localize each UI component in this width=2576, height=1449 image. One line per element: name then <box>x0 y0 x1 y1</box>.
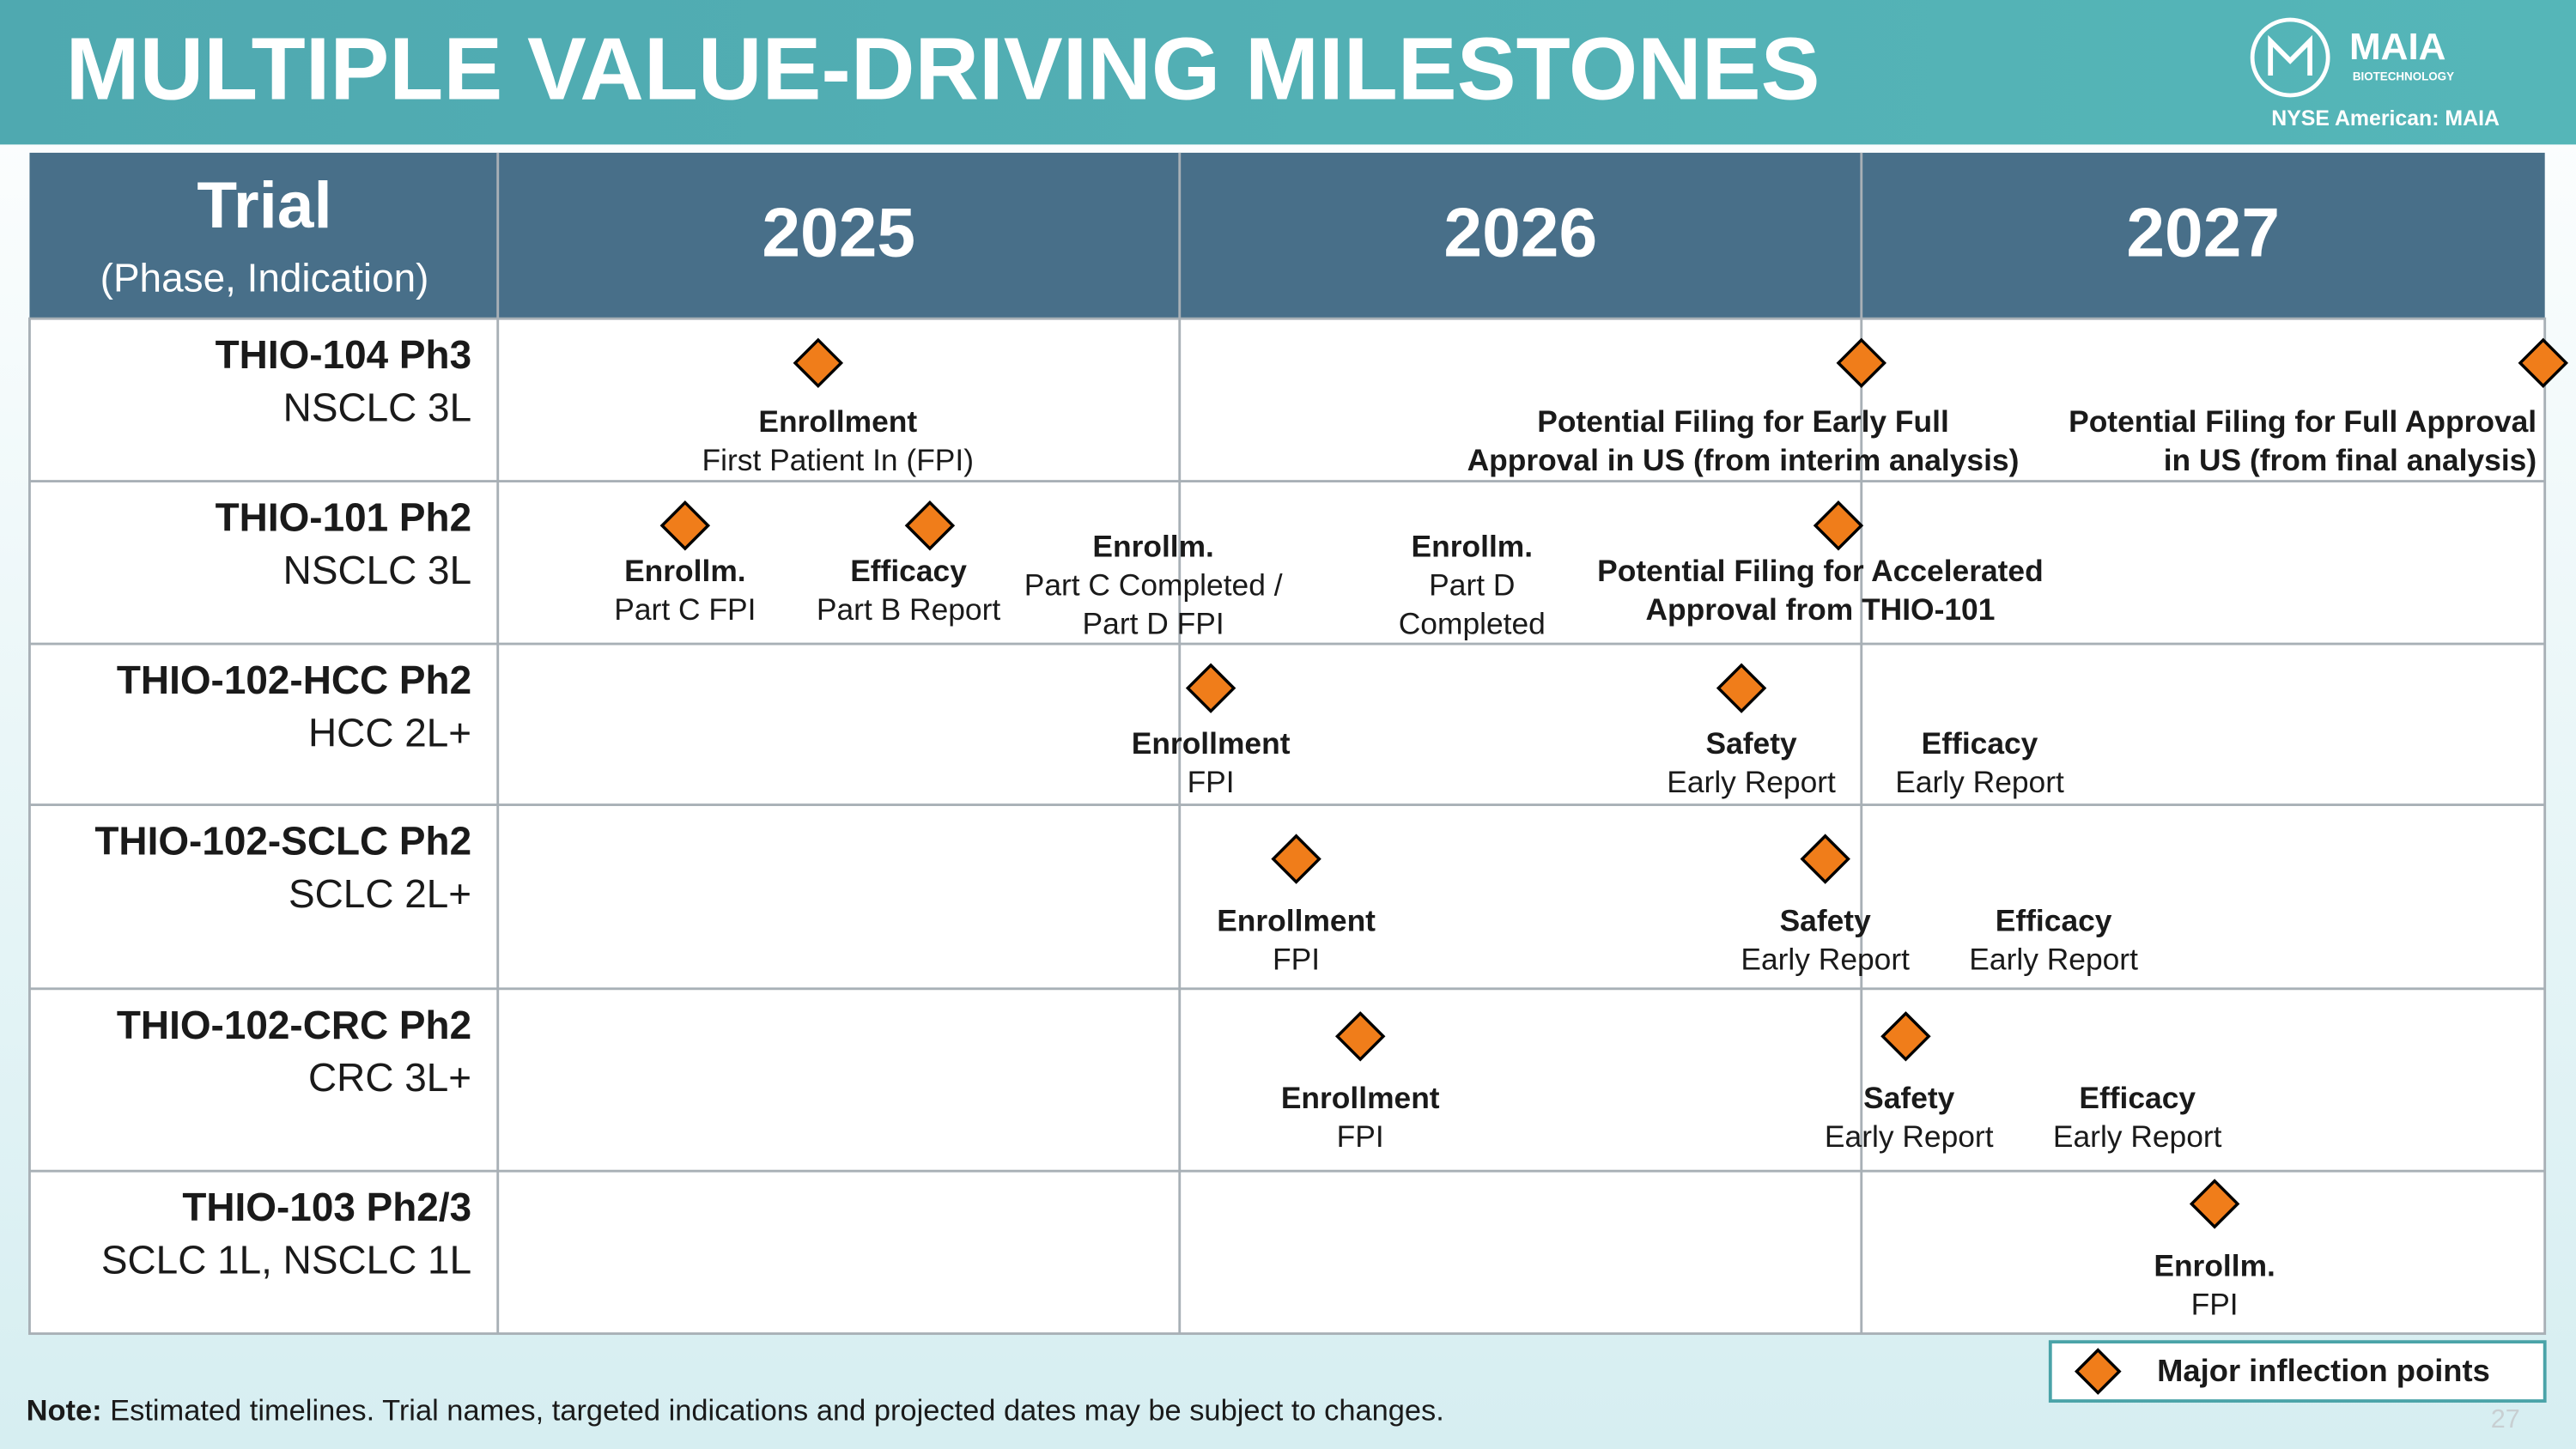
trial-indication: NSCLC 3L <box>283 385 471 429</box>
milestone-title: Efficacy <box>1996 905 2112 938</box>
trial-name: THIO-104 Ph3 <box>216 332 471 377</box>
trial-subheader: (Phase, Indication) <box>100 255 429 300</box>
year-header: 2025 <box>762 195 915 272</box>
milestone-detail: Part C Completed / <box>1024 568 1283 602</box>
milestone-detail: Early Report <box>1741 943 1910 977</box>
milestone-diamond <box>793 337 844 389</box>
milestone-detail: Early Report <box>1825 1120 1994 1154</box>
milestone-diamond <box>2518 337 2569 389</box>
milestone-detail: Early Report <box>1895 766 2064 799</box>
milestone-detail: FPI <box>1273 943 1320 977</box>
milestone-detail: FPI <box>1188 766 1235 799</box>
milestone-title: Approval in US (from interim analysis) <box>1467 444 2020 477</box>
milestone-title: Potential Filing for Early Full <box>1537 405 1949 439</box>
year-header: 2026 <box>1443 195 1597 272</box>
page-number: 27 <box>2491 1404 2520 1434</box>
milestone-title: Enrollment <box>758 405 917 439</box>
logo-sub: BIOTECHNOLOGY <box>2353 70 2454 82</box>
milestone-detail: FPI <box>2191 1288 2239 1321</box>
milestone-detail: Completed <box>1399 607 1546 640</box>
milestone-title: Enrollment <box>1281 1082 1440 1115</box>
milestone-diamond <box>1880 1011 1931 1062</box>
milestone-title: Safety <box>1780 905 1872 938</box>
milestone-title: Enrollment <box>1217 905 1376 938</box>
trial-name: THIO-102-CRC Ph2 <box>117 1003 471 1047</box>
table-header <box>29 152 2545 319</box>
milestone-detail: Early Report <box>1667 766 1836 799</box>
milestone-title: Efficacy <box>2079 1082 2196 1115</box>
table-body <box>28 317 2547 1336</box>
trial-indication: SCLC 2L+ <box>289 871 471 916</box>
milestone-diamond <box>659 500 711 551</box>
trial-name: THIO-102-SCLC Ph2 <box>94 819 471 864</box>
milestone-title: Enrollment <box>1132 727 1291 761</box>
milestone-title: Enrollm. <box>1092 530 1214 563</box>
milestone-diamond <box>1185 663 1236 713</box>
milestone-diamond <box>1836 337 1886 389</box>
note: Note: Estimated timelines. Trial names, … <box>27 1395 1444 1428</box>
milestone-detail: First Patient In (FPI) <box>702 444 974 477</box>
note-label: Note: <box>27 1395 102 1428</box>
milestone-diamond <box>2189 1179 2240 1229</box>
milestone-title: Efficacy <box>1922 727 2038 761</box>
milestone-title: Potential Filing for Accelerated <box>1597 555 2044 588</box>
trial-indication: CRC 3L+ <box>308 1055 471 1100</box>
rows: 2025 2026 2027 THIO-104 Ph3 NSCLC 3L Enrollme… <box>94 195 2569 1321</box>
milestone-title: Enrollm. <box>2154 1249 2275 1282</box>
legend-label: Major inflection points <box>2157 1353 2490 1388</box>
trial-indication: HCC 2L+ <box>308 710 471 755</box>
milestone-title: Enrollm. <box>1412 530 1534 563</box>
header-band <box>0 0 2576 145</box>
milestone-diamond <box>1813 500 1864 551</box>
milestone-detail: Early Report <box>2053 1120 2222 1154</box>
milestone-detail: Part B Report <box>817 593 1000 627</box>
trial-indication: NSCLC 3L <box>283 548 471 592</box>
milestone-diamond <box>1800 834 1850 884</box>
grid <box>29 152 2545 1334</box>
milestone-detail: FPI <box>1337 1120 1384 1154</box>
trial-name: THIO-102-HCC Ph2 <box>117 658 471 702</box>
trial-name: THIO-103 Ph2/3 <box>182 1185 471 1229</box>
milestone-diamond <box>1271 834 1321 884</box>
milestone-diamond <box>904 500 956 551</box>
milestone-title: Enrollm. <box>624 555 746 588</box>
milestone-detail: Part D <box>1429 568 1515 602</box>
milestone-title: Potential Filing for Full Approval <box>2069 405 2537 439</box>
trial-header: Trial <box>197 169 331 242</box>
milestone-title: Approval from THIO-101 <box>1645 593 1995 627</box>
milestone-detail: Part D FPI <box>1083 607 1224 640</box>
milestone-diamond <box>1334 1011 1386 1062</box>
ticker: NYSE American: MAIA <box>2271 106 2500 130</box>
slide-title: MULTIPLE VALUE-DRIVING MILESTONES <box>66 18 1820 118</box>
year-header: 2027 <box>2126 195 2280 272</box>
note-text: Estimated timelines. Trial names, target… <box>110 1395 1444 1428</box>
milestone-diamond <box>1716 663 1767 713</box>
trial-indication: SCLC 1L, NSCLC 1L <box>101 1237 471 1282</box>
milestone-detail: Part C FPI <box>614 593 756 627</box>
milestone-title: Efficacy <box>850 555 967 588</box>
logo-name: MAIA <box>2349 26 2445 68</box>
milestone-title: in US (from final analysis) <box>2164 444 2537 477</box>
milestone-title: Safety <box>1705 727 1797 761</box>
logo: MAIA BIOTECHNOLOGY <box>2250 17 2454 98</box>
trial-name: THIO-101 Ph2 <box>216 495 471 540</box>
legend: Major inflection points <box>2048 1340 2547 1403</box>
milestone-detail: Early Report <box>1969 943 2138 977</box>
milestone-title: Safety <box>1863 1082 1955 1115</box>
